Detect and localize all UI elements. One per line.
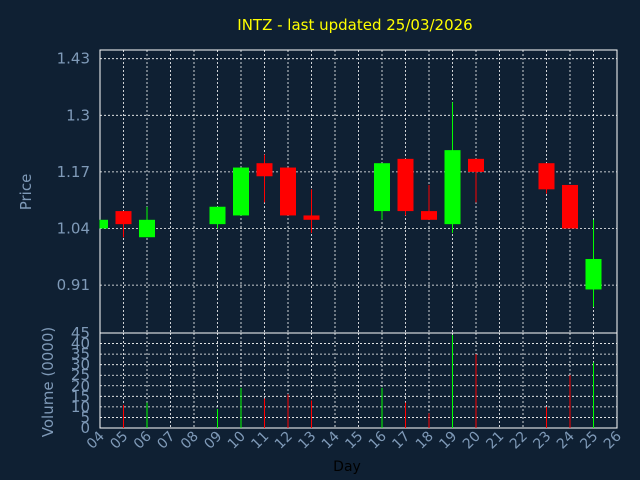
x-tick-label: 16 — [366, 428, 390, 452]
candle-body — [421, 211, 437, 220]
candle-04 — [99, 219, 108, 229]
candle-body — [280, 167, 296, 216]
price-tick-label: 0.91 — [57, 276, 90, 294]
volume-tick-label: 0 — [80, 419, 90, 437]
candle-13 — [303, 189, 320, 233]
volume-tick-label: 30 — [71, 356, 90, 374]
candle-body — [115, 211, 132, 225]
candle-body — [303, 215, 320, 220]
price-tick-label: 1.43 — [57, 50, 90, 68]
x-tick-label: 08 — [178, 429, 202, 453]
candle-body — [374, 163, 390, 212]
x-tick-label: 26 — [601, 428, 625, 452]
price-y-ticks: 1.43 1.3 1.17 1.04 0.91 — [57, 50, 90, 294]
candle-body — [444, 150, 461, 225]
x-tick-label: 15 — [342, 429, 366, 453]
volume-bars — [123, 335, 594, 428]
x-axis-label: Day — [333, 459, 361, 475]
price-axis-label: Price — [17, 174, 35, 211]
x-tick-label: 13 — [295, 429, 319, 453]
x-tick-label: 09 — [201, 429, 225, 453]
candles — [99, 102, 602, 307]
price-tick-label: 1.17 — [57, 163, 90, 181]
price-tick-label: 1.3 — [66, 106, 90, 124]
x-tick-label: 24 — [554, 428, 578, 452]
x-tick-label: 12 — [272, 429, 296, 453]
x-tick-label: 17 — [389, 429, 413, 453]
candle-24 — [562, 184, 578, 229]
volume-tick-label: 15 — [71, 387, 90, 405]
x-tick-label: 05 — [107, 429, 131, 453]
candle-body — [468, 158, 484, 172]
x-tick-label: 10 — [225, 429, 249, 453]
chart-title: INTZ - last updated 25/03/2026 — [237, 16, 472, 34]
x-tick-label: 23 — [530, 429, 554, 453]
volume-tick-label: 10 — [71, 398, 90, 416]
volume-tick-label: 5 — [80, 408, 90, 426]
candle-body — [562, 184, 578, 229]
candle-body — [397, 158, 414, 212]
candle-25 — [585, 219, 602, 307]
candle-18 — [421, 184, 437, 220]
candle-23 — [538, 163, 555, 194]
x-tick-label: 20 — [460, 429, 484, 453]
volume-tick-label: 40 — [71, 335, 90, 353]
volume-plot-area — [99, 332, 618, 429]
x-tick-label: 06 — [131, 428, 155, 452]
x-tick-label: 07 — [154, 429, 178, 453]
x-tick-label: 21 — [483, 429, 507, 453]
candle-body — [233, 167, 249, 216]
volume-tick-label: 35 — [71, 345, 90, 363]
candle-19 — [444, 102, 461, 233]
candle-05 — [115, 211, 132, 238]
x-tick-label: 25 — [577, 429, 601, 453]
candle-body — [585, 258, 602, 290]
x-tick-label: 14 — [319, 428, 343, 452]
candle-09 — [209, 206, 226, 229]
candle-17 — [397, 158, 414, 216]
candle-body — [100, 219, 108, 229]
volume-axis-label: Volume (0000) — [39, 327, 57, 437]
price-tick-label: 1.04 — [57, 220, 90, 238]
candle-11 — [256, 154, 273, 203]
candle-body — [256, 163, 273, 177]
candle-12 — [280, 167, 296, 216]
candle-20 — [468, 158, 484, 203]
candle-body — [538, 163, 555, 190]
x-tick-label: 18 — [413, 429, 437, 453]
volume-tick-label: 25 — [71, 366, 90, 384]
candle-10 — [233, 167, 249, 216]
x-tick-label: 22 — [507, 429, 531, 453]
volume-tick-label: 20 — [71, 377, 90, 395]
candle-16 — [374, 163, 390, 220]
candle-body — [139, 219, 155, 238]
candle-body — [209, 206, 226, 225]
candle-06 — [139, 206, 155, 238]
x-ticks: 04 05 06 07 08 09 10 11 12 13 14 15 16 17 18 19 20 21 22 23… — [84, 428, 625, 452]
x-tick-label: 11 — [248, 429, 272, 453]
volume-tick-label: 45 — [71, 324, 90, 342]
x-tick-label: 19 — [436, 429, 460, 453]
